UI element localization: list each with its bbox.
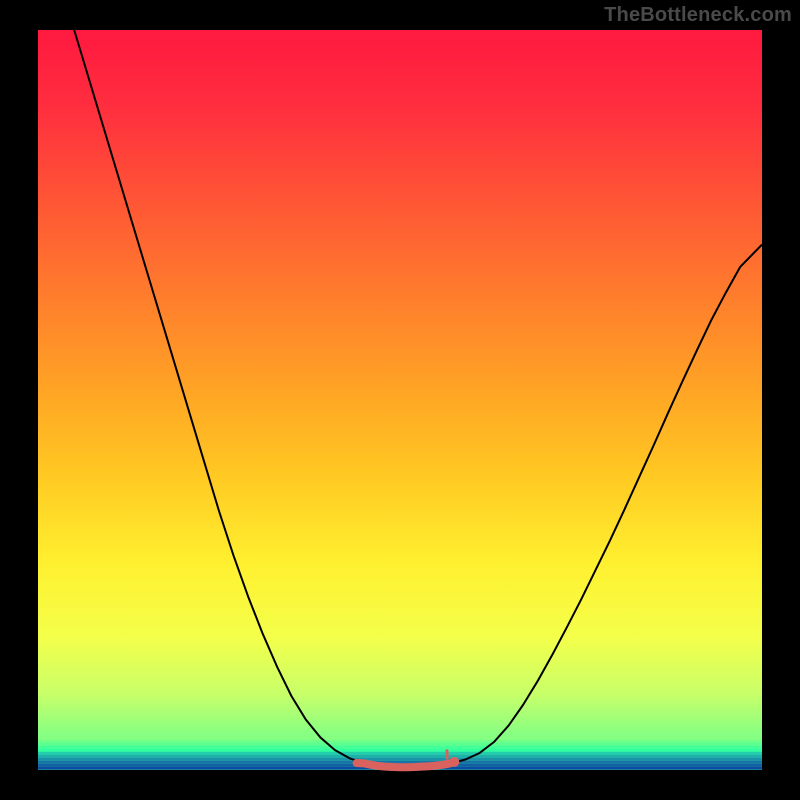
bottleneck-chart [0, 0, 800, 800]
watermark-text: TheBottleneck.com [604, 4, 792, 27]
chart-container: TheBottleneck.com [0, 0, 800, 800]
